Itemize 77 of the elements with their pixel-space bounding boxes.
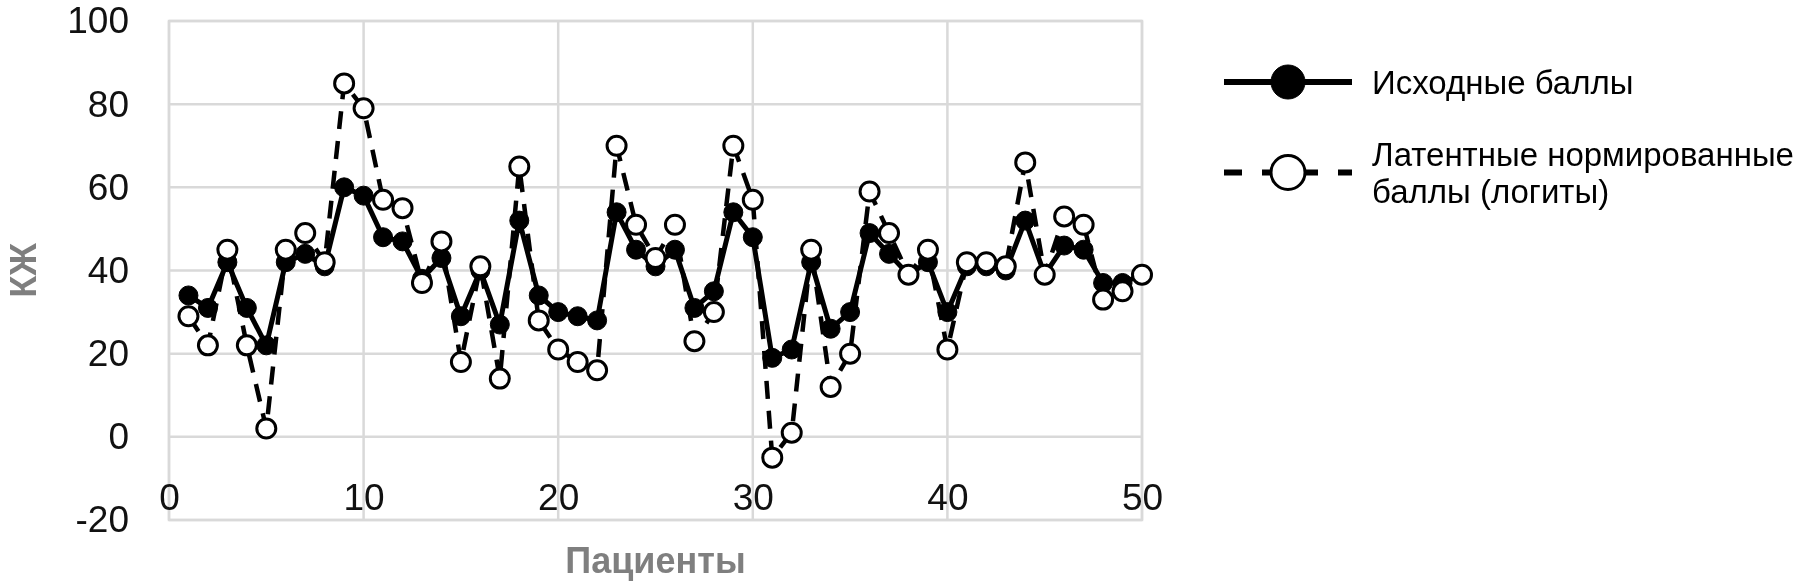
point (274, 238, 297, 261)
point (373, 227, 394, 248)
y-tick-label: 100 (67, 0, 129, 42)
y-tick-label: 0 (108, 416, 129, 458)
point (235, 334, 258, 357)
point (605, 134, 628, 157)
point (879, 243, 900, 264)
point (334, 177, 355, 198)
x-tick-label: 50 (1121, 477, 1164, 518)
point (859, 223, 880, 244)
point (1111, 280, 1134, 303)
point (255, 417, 278, 440)
point (586, 359, 609, 382)
point (488, 367, 511, 390)
point (313, 251, 336, 274)
point (294, 222, 317, 245)
point (781, 339, 802, 360)
point (177, 305, 200, 328)
x-tick-label: 40 (927, 477, 969, 518)
point (449, 351, 472, 373)
point (780, 421, 803, 444)
point (975, 251, 998, 274)
point (333, 72, 356, 95)
point (216, 238, 239, 261)
point (391, 197, 414, 220)
point (295, 243, 316, 264)
point (722, 134, 745, 157)
point (994, 255, 1017, 278)
y-tick-label: 60 (87, 166, 129, 208)
point (1014, 151, 1037, 174)
point (916, 238, 939, 261)
point (1015, 210, 1036, 231)
point (936, 338, 959, 361)
point (723, 202, 744, 223)
point (819, 375, 842, 398)
point (392, 231, 413, 252)
point (353, 185, 374, 206)
x-tick-label: 0 (159, 477, 180, 518)
legend-label: Латентные нормированные баллы (логиты) (1372, 135, 1794, 210)
y-tick-label: 20 (87, 333, 129, 375)
point (1073, 239, 1094, 260)
point (839, 342, 862, 365)
point (1053, 205, 1076, 228)
point (606, 202, 627, 223)
point (761, 446, 784, 469)
point (352, 97, 375, 120)
point (1072, 213, 1095, 236)
y-tick-label: 40 (87, 249, 129, 291)
x-tick-label: 10 (343, 477, 385, 518)
point (430, 230, 453, 253)
point (508, 155, 531, 178)
point (548, 302, 569, 323)
y-tick-label: 80 (87, 83, 129, 125)
point (1092, 288, 1115, 311)
point (702, 301, 725, 324)
y-axis-title: КЖ (3, 242, 44, 298)
point (547, 338, 570, 361)
point (663, 213, 686, 236)
x-tick-label: 20 (538, 477, 580, 518)
point (196, 334, 219, 357)
point (527, 309, 550, 332)
point (178, 285, 199, 306)
point (372, 188, 395, 211)
legend-label: Исходные баллы (1372, 63, 1634, 101)
point (800, 238, 823, 261)
point (683, 330, 706, 353)
point (567, 306, 588, 327)
x-axis-title: Пациенты (565, 540, 746, 581)
x-tick-label: 30 (732, 477, 774, 518)
point (858, 180, 881, 203)
point (741, 188, 764, 211)
point (1054, 235, 1075, 256)
y-tick-label: -20 (75, 499, 129, 541)
point (878, 222, 901, 245)
point (566, 351, 589, 373)
point (626, 239, 647, 260)
point (625, 213, 648, 236)
